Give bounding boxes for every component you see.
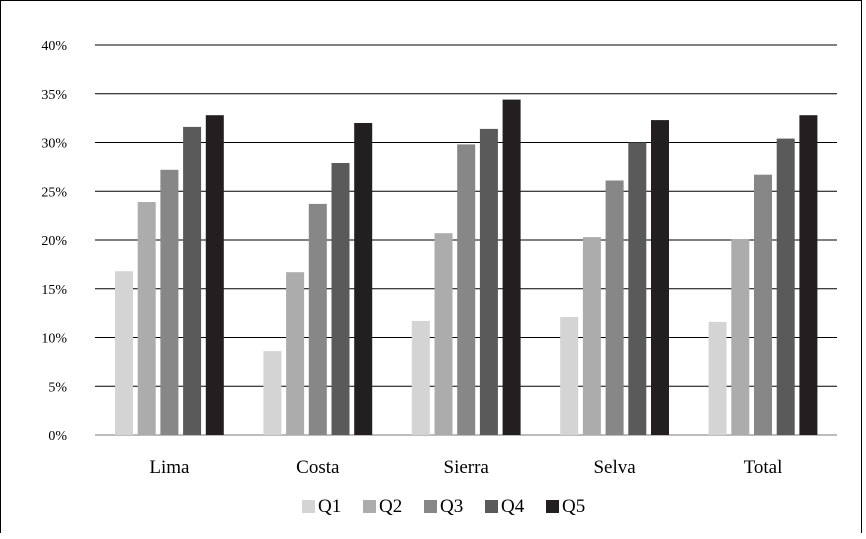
legend-swatch-q2 [363,500,376,513]
bar-q3-selva [605,180,624,435]
y-tick-label: 10% [41,332,67,347]
legend-swatch-q1 [302,500,315,513]
x-tick-label: Costa [296,457,340,478]
bar-q4-sierra [479,128,498,435]
y-tick-label: 35% [41,88,67,103]
legend-label-q2: Q2 [379,496,402,517]
y-tick-label: 20% [41,234,67,249]
bar-q5-lima [205,115,224,435]
bar-q3-total [754,174,772,435]
bar-q2-total [731,239,750,435]
bar-q1-sierra [411,320,430,435]
x-tick-label: Total [744,457,783,478]
legend-label-q4: Q4 [501,496,525,517]
y-tick-label: 0% [48,429,67,444]
legend-label-q5: Q5 [562,496,585,517]
bar-q1-costa [263,351,282,435]
bar-q2-costa [286,272,305,435]
bar-q3-lima [160,169,179,436]
bar-q4-total [776,138,795,435]
bar-q5-sierra [502,99,521,435]
bar-q3-sierra [457,144,476,435]
legend-swatch-q5 [546,500,559,513]
bar-q4-lima [183,126,202,436]
bar-q5-selva [651,120,669,435]
bar-q2-lima [137,202,156,435]
bar-q2-selva [582,237,601,435]
y-tick-label: 15% [41,283,67,298]
legend-swatch-q4 [485,500,498,513]
bar-q1-total [708,321,727,435]
x-tick-label: Sierra [444,457,490,478]
y-tick-label: 25% [41,185,67,200]
x-tick-label: Selva [593,457,636,478]
y-axis-ticks: 0% 5% 10% 15% 20% 25% 30% 35% 40% [41,39,67,444]
bars [115,99,818,436]
bar-q4-selva [628,142,647,435]
bar-q4-costa [331,163,350,435]
y-tick-label: 5% [48,380,67,395]
y-tick-label: 30% [41,137,67,152]
bar-q5-costa [354,123,373,435]
bar-q3-costa [308,203,327,435]
bar-q1-selva [560,317,579,435]
y-tick-label: 40% [41,39,67,54]
legend-swatch-q3 [424,500,437,513]
x-tick-label: Lima [149,457,190,478]
legend-label-q3: Q3 [440,496,463,517]
legend-label-q1: Q1 [318,496,341,517]
bar-q2-sierra [434,233,453,435]
bar-q5-total [799,115,818,435]
legend: Q1 Q2 Q3 Q4 Q5 [302,496,585,517]
x-axis-ticks: Lima Costa Sierra Selva Total [149,457,782,478]
bar-q1-lima [115,271,133,435]
